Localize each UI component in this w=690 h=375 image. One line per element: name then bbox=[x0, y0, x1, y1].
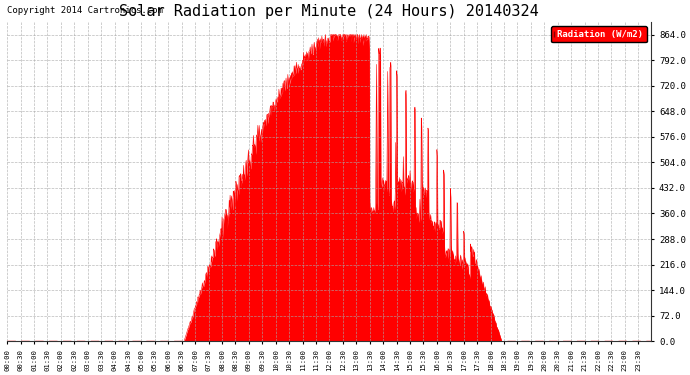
Text: Copyright 2014 Cartronics.com: Copyright 2014 Cartronics.com bbox=[7, 6, 163, 15]
Legend: Radiation (W/m2): Radiation (W/m2) bbox=[551, 26, 647, 42]
Title: Solar Radiation per Minute (24 Hours) 20140324: Solar Radiation per Minute (24 Hours) 20… bbox=[119, 4, 539, 19]
